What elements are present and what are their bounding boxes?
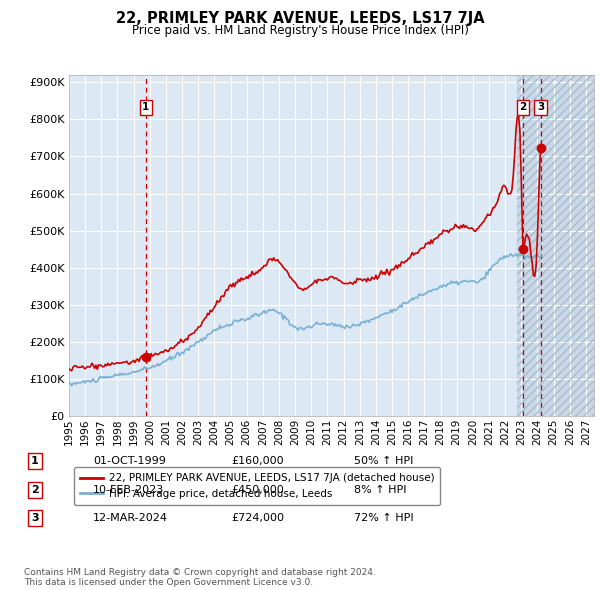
Text: 1: 1 xyxy=(142,102,149,112)
Text: Price paid vs. HM Land Registry's House Price Index (HPI): Price paid vs. HM Land Registry's House … xyxy=(131,24,469,37)
Text: 3: 3 xyxy=(31,513,38,523)
Text: £450,000: £450,000 xyxy=(231,485,284,494)
Text: 12-MAR-2024: 12-MAR-2024 xyxy=(93,513,168,523)
Text: 8% ↑ HPI: 8% ↑ HPI xyxy=(354,485,407,494)
Text: 10-FEB-2023: 10-FEB-2023 xyxy=(93,485,164,494)
Bar xyxy=(517,75,594,416)
Text: 50% ↑ HPI: 50% ↑ HPI xyxy=(354,457,413,466)
Bar xyxy=(517,41,594,416)
Text: 72% ↑ HPI: 72% ↑ HPI xyxy=(354,513,413,523)
Text: 01-OCT-1999: 01-OCT-1999 xyxy=(93,457,166,466)
Text: £724,000: £724,000 xyxy=(231,513,284,523)
Text: 3: 3 xyxy=(537,102,544,112)
Text: Contains HM Land Registry data © Crown copyright and database right 2024.
This d: Contains HM Land Registry data © Crown c… xyxy=(24,568,376,587)
Text: 2: 2 xyxy=(31,485,38,494)
Text: 22, PRIMLEY PARK AVENUE, LEEDS, LS17 7JA: 22, PRIMLEY PARK AVENUE, LEEDS, LS17 7JA xyxy=(116,11,484,25)
Legend: 22, PRIMLEY PARK AVENUE, LEEDS, LS17 7JA (detached house), HPI: Average price, d: 22, PRIMLEY PARK AVENUE, LEEDS, LS17 7JA… xyxy=(74,467,440,505)
Text: 2: 2 xyxy=(519,102,527,112)
Text: £160,000: £160,000 xyxy=(231,457,284,466)
Text: 1: 1 xyxy=(31,457,38,466)
